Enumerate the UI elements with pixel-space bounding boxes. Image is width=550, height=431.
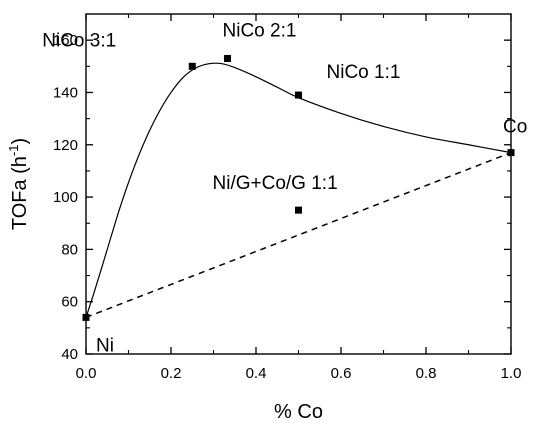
y-axis-title-sup: -1 [6, 145, 21, 157]
y-axis-title: TOFa (h-1) [6, 138, 31, 230]
data-point-marker [188, 62, 196, 70]
x-axis-title: % Co [274, 401, 323, 423]
data-point-label: NiCo 3:1 [42, 30, 116, 51]
data-point-label: NiCo 2:1 [223, 20, 297, 41]
data-point-marker [224, 54, 232, 62]
data-point-marker [82, 313, 90, 321]
data-point-marker [295, 206, 302, 214]
x-tick-label: 0.2 [161, 365, 182, 382]
x-tick-label: 0.8 [416, 365, 437, 382]
fit-curve-line [85, 62, 512, 318]
y-tick-label: 40 [61, 346, 78, 363]
x-tick-label: 0.6 [331, 365, 352, 382]
y-tick-label: 80 [61, 241, 78, 258]
x-tick-label: 0.4 [246, 365, 267, 382]
data-point-label: Co [503, 117, 527, 138]
data-point-label: NiCo 1:1 [327, 62, 401, 83]
data-point-marker [507, 149, 515, 157]
reference-dashed-line [85, 151, 512, 319]
y-tick-label: 120 [53, 137, 78, 154]
y-tick-label: 140 [53, 84, 78, 101]
data-point-label: Ni/G+Co/G 1:1 [213, 173, 338, 194]
data-point-label: Ni [96, 335, 114, 356]
y-axis-title-end: ) [9, 138, 31, 145]
x-tick-label: 0.0 [76, 365, 97, 382]
data-point-marker [295, 91, 302, 99]
y-tick-label: 100 [53, 189, 78, 206]
y-tick-label: 60 [61, 294, 78, 311]
y-axis-title-main: TOFa (h [9, 156, 31, 230]
x-tick-label: 1.0 [501, 365, 522, 382]
y-tick-label: 160 [53, 32, 78, 49]
